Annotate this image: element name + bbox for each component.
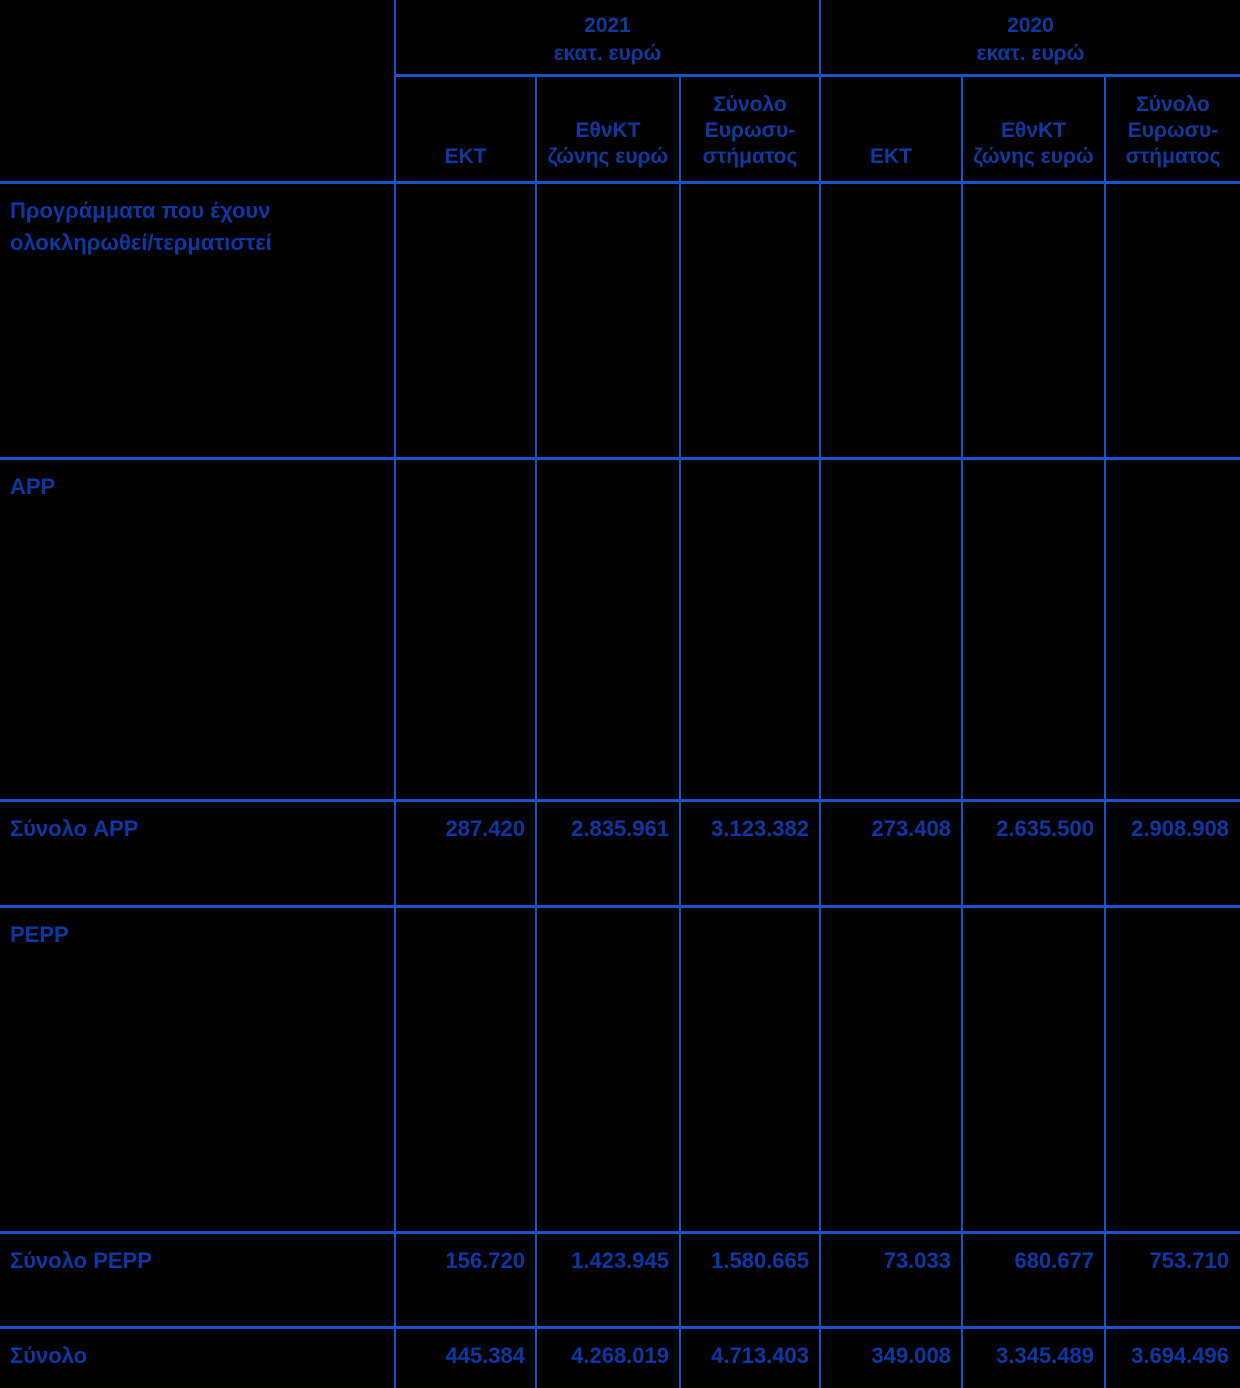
grid-line-horizontal (394, 74, 1240, 77)
column-header-line: ζώνης ευρώ (973, 145, 1094, 168)
cell-total-pepp-2020-ekt: 73.033 (883, 1248, 951, 1273)
cell-total-2021-eurosystem: 4.713.403 (711, 1343, 809, 1368)
cell-total-pepp-2021-eurosystem: 1.580.665 (711, 1248, 809, 1273)
column-header-line: ΕθνΚΤ (1000, 119, 1067, 142)
cell-total-app-2021-ekt: 287.420 (445, 816, 525, 841)
row-label-line: Σύνολο PEPP (10, 1248, 152, 1273)
cell-total-2021-ncb: 4.268.019 (571, 1343, 669, 1368)
grid-line-horizontal (0, 905, 1240, 908)
row-label-line: Προγράμματα που έχουν (10, 198, 271, 223)
row-label-line: APP (10, 474, 56, 499)
cell-total-pepp-2020-ncb: 680.677 (1014, 1248, 1094, 1273)
grid-line-vertical (1104, 76, 1106, 1388)
cell-total-pepp-2020-eurosystem: 753.710 (1149, 1248, 1229, 1273)
cell-total-app-2020-eurosystem: 2.908.908 (1131, 816, 1229, 841)
column-header-ncb-2021: ΕθνΚΤ ζώνης ευρώ (537, 78, 679, 170)
column-header-eurosystem-total-2020: Σύνολο Ευρωσυ- στήματος (1106, 78, 1240, 170)
grid-line-horizontal (0, 1231, 1240, 1234)
row-label-line: ολοκληρωθεί/τερματιστεί (10, 230, 272, 255)
column-header-line: Σύνολο (1136, 93, 1210, 116)
cell-total-app-2021-ncb: 2.835.961 (571, 816, 669, 841)
grid-line-horizontal (0, 1326, 1240, 1329)
column-header-line: ΕΚΤ (870, 145, 912, 168)
row-label-pepp: PEPP (10, 919, 390, 951)
cell-total-2021-ekt: 445.384 (445, 1343, 525, 1368)
cell-total-pepp-2021-ncb: 1.423.945 (571, 1248, 669, 1273)
column-header-line: ΕθνΚΤ (575, 119, 641, 142)
cell-total-2020-ncb: 3.345.489 (996, 1343, 1094, 1368)
row-label-total-app: Σύνολο APP (10, 813, 390, 845)
grid-line-vertical (535, 76, 537, 1388)
column-header-ekt-2020: ΕΚΤ (821, 78, 961, 170)
column-header-line: ΕΚΤ (444, 145, 487, 168)
cell-total-app-2020-ncb: 2.635.500 (996, 816, 1094, 841)
grid-line-horizontal (0, 799, 1240, 802)
grid-line-vertical (679, 76, 681, 1388)
column-header-ncb-2020: ΕθνΚΤ ζώνης ευρώ (963, 78, 1104, 170)
column-header-eurosystem-total-2021: Σύνολο Ευρωσυ- στήματος (681, 78, 819, 170)
column-header-line: στήματος (1125, 145, 1221, 168)
row-label-total: Σύνολο (10, 1340, 390, 1372)
row-label-app: APP (10, 471, 390, 503)
cell-total-2020-ekt: 349.008 (871, 1343, 951, 1368)
grid-line-vertical (961, 76, 963, 1388)
row-label-line: PEPP (10, 922, 69, 947)
row-label-completed-terminated-programmes: Προγράμματα που έχουν ολοκληρωθεί/τερματ… (10, 195, 390, 259)
year-label: 2020 (1007, 14, 1054, 37)
unit-label: εκατ. ευρώ (976, 42, 1085, 65)
column-header-ekt-2021: ΕΚΤ (396, 78, 535, 170)
grid-line-horizontal (0, 181, 1240, 184)
cell-total-2020-eurosystem: 3.694.496 (1131, 1343, 1229, 1368)
grid-line-vertical (394, 0, 396, 1388)
column-header-line: Ευρωσυ- (704, 119, 796, 142)
cell-total-app-2020-ekt: 273.408 (871, 816, 951, 841)
row-label-line: Σύνολο APP (10, 816, 139, 841)
cell-total-pepp-2021-ekt: 156.720 (445, 1248, 525, 1273)
grid-line-horizontal (0, 457, 1240, 460)
year-header-2021: 2021 εκατ. ευρώ (396, 12, 819, 68)
column-header-line: Ευρωσυ- (1127, 119, 1219, 142)
cell-total-app-2021-eurosystem: 3.123.382 (711, 816, 809, 841)
year-label: 2021 (584, 14, 631, 37)
unit-label: εκατ. ευρώ (553, 42, 662, 65)
column-header-line: ζώνης ευρώ (547, 145, 669, 168)
row-label-line: Σύνολο (10, 1343, 88, 1368)
column-header-line: Σύνολο (713, 93, 787, 116)
row-label-total-pepp: Σύνολο PEPP (10, 1245, 390, 1277)
grid-line-vertical (819, 0, 821, 1388)
year-header-2020: 2020 εκατ. ευρώ (821, 12, 1240, 68)
column-header-line: στήματος (702, 145, 798, 168)
